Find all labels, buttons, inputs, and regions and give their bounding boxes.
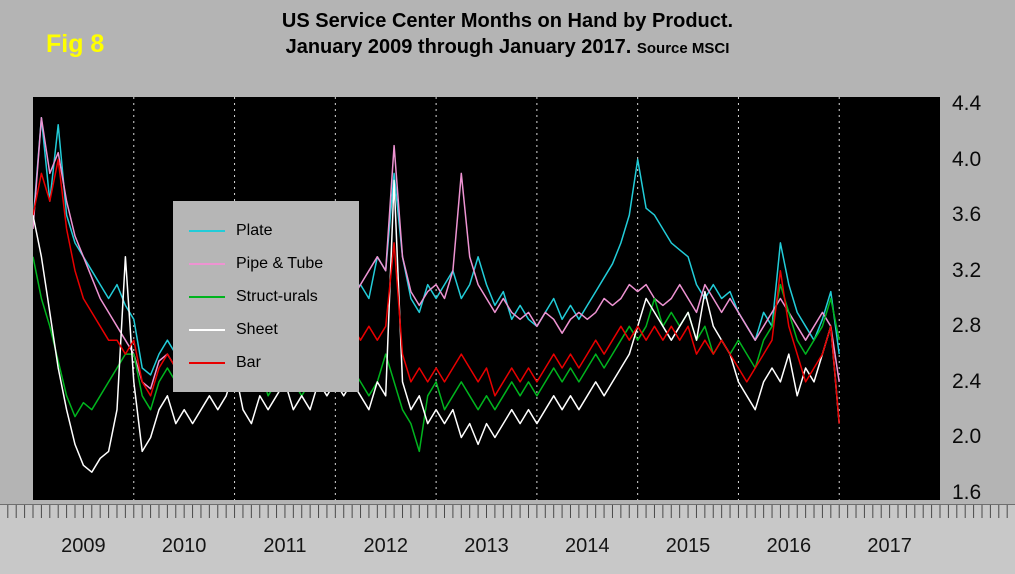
x-year-label: 2009 xyxy=(61,535,106,557)
figure-number-label: Fig 8 xyxy=(46,30,105,58)
legend: Plate Pipe & Tube Struct-urals Sheet Bar xyxy=(173,201,359,392)
y-tick-label: 2.4 xyxy=(952,369,982,393)
y-tick-label: 2.0 xyxy=(952,425,982,449)
legend-line-swatch xyxy=(189,262,225,265)
chart-title-date-range: January 2009 through January 2017. xyxy=(285,36,632,58)
y-tick-label: 4.0 xyxy=(952,147,982,171)
y-tick-label: 2.8 xyxy=(952,314,982,338)
x-year-label: 2014 xyxy=(565,535,610,557)
legend-label: Sheet xyxy=(236,320,278,338)
legend-label: Plate xyxy=(236,221,273,239)
x-year-label: 2017 xyxy=(867,535,912,557)
y-tick-label: 4.4 xyxy=(952,91,982,115)
legend-line-swatch xyxy=(189,328,225,331)
y-tick-label: 3.2 xyxy=(952,258,982,282)
legend-label: Struct-urals xyxy=(236,287,318,305)
x-axis-month-ticks xyxy=(7,505,1008,518)
y-axis: 4.4 4.0 3.6 3.2 2.8 2.4 2.0 1.6 xyxy=(948,92,1008,504)
x-year-label: 2010 xyxy=(161,535,207,557)
plot-svg xyxy=(33,97,840,500)
legend-item-plate: Plate xyxy=(189,214,359,247)
x-year-label: 2015 xyxy=(665,535,711,557)
legend-item-struct-urals: Struct-urals xyxy=(189,280,359,313)
plot-area: Plate Pipe & Tube Struct-urals Sheet Bar xyxy=(33,97,940,500)
legend-line-swatch xyxy=(189,229,225,232)
y-tick-label: 1.6 xyxy=(952,481,982,505)
chart-source-label: Source MSCI xyxy=(636,40,730,57)
series-line-bar xyxy=(33,158,840,424)
legend-item-bar: Bar xyxy=(189,346,359,379)
chart-title-line2: January 2009 through January 2017. Sourc… xyxy=(0,34,1015,60)
y-tick-label: 3.6 xyxy=(952,203,982,227)
legend-item-pipe-tube: Pipe & Tube xyxy=(189,247,359,280)
series-line-sheet xyxy=(33,179,840,473)
legend-label: Bar xyxy=(236,353,261,371)
x-year-label: 2012 xyxy=(363,535,408,557)
x-axis-band: 2009 2010 2011 2012 2013 2014 2015 2016 2017 xyxy=(0,504,1015,574)
chart-title: US Service Center Months on Hand by Prod… xyxy=(0,8,1015,60)
x-year-label: 2013 xyxy=(464,535,509,557)
legend-line-swatch xyxy=(189,361,225,364)
chart-title-line1: US Service Center Months on Hand by Prod… xyxy=(281,10,734,32)
legend-label: Pipe & Tube xyxy=(236,254,324,272)
x-year-label: 2011 xyxy=(263,535,307,557)
legend-line-swatch xyxy=(189,295,225,298)
legend-item-sheet: Sheet xyxy=(189,313,359,346)
series-line-struct-urals xyxy=(33,256,840,453)
series-line-plate xyxy=(33,117,840,376)
x-year-label: 2016 xyxy=(766,535,812,557)
